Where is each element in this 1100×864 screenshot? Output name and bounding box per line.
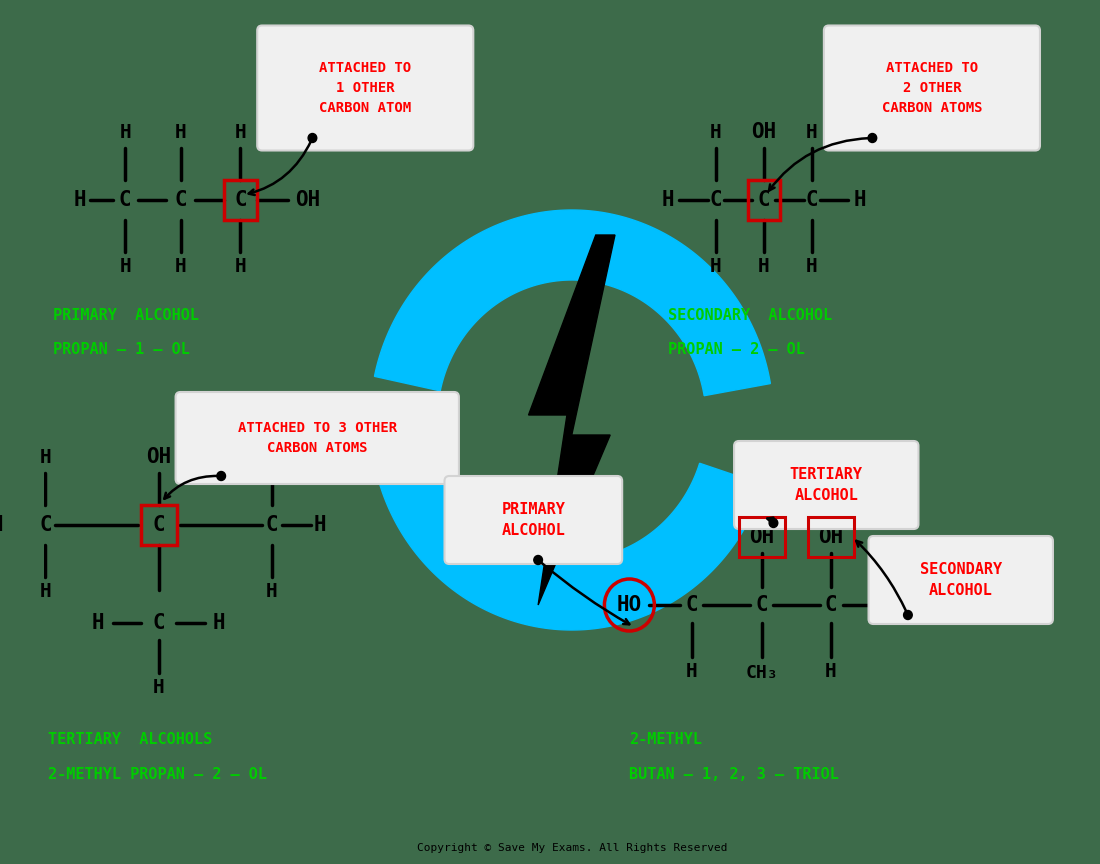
Text: C: C bbox=[685, 595, 698, 615]
Text: H: H bbox=[40, 448, 52, 467]
Text: C: C bbox=[234, 190, 246, 210]
Text: C: C bbox=[825, 595, 837, 615]
Text: TERTIARY
ALCOHOL: TERTIARY ALCOHOL bbox=[790, 467, 862, 503]
Text: H: H bbox=[234, 257, 246, 276]
Text: H: H bbox=[266, 448, 278, 467]
Polygon shape bbox=[374, 210, 770, 396]
Text: OH: OH bbox=[295, 190, 320, 210]
Bar bbox=[808, 517, 854, 557]
Text: C: C bbox=[266, 515, 278, 535]
Text: TERTIARY  ALCOHOLS: TERTIARY ALCOHOLS bbox=[48, 733, 212, 747]
Polygon shape bbox=[374, 449, 763, 630]
Polygon shape bbox=[528, 235, 615, 605]
Text: H: H bbox=[710, 124, 722, 143]
Circle shape bbox=[217, 472, 226, 480]
Text: H: H bbox=[710, 257, 722, 276]
Text: C: C bbox=[756, 595, 768, 615]
Text: SECONDARY
ALCOHOL: SECONDARY ALCOHOL bbox=[920, 562, 1002, 598]
Text: ATTACHED TO
1 OTHER
CARBON ATOM: ATTACHED TO 1 OTHER CARBON ATOM bbox=[319, 61, 411, 115]
Text: CH₃: CH₃ bbox=[895, 595, 931, 614]
Bar bbox=[224, 180, 256, 220]
Text: H: H bbox=[74, 190, 86, 210]
Text: C: C bbox=[758, 190, 770, 210]
Bar bbox=[748, 180, 780, 220]
Text: H: H bbox=[266, 582, 278, 601]
Text: PROPAN – 2 – OL: PROPAN – 2 – OL bbox=[668, 342, 805, 358]
Text: H: H bbox=[175, 124, 187, 143]
Text: H: H bbox=[806, 124, 817, 143]
Text: PRIMARY  ALCOHOL: PRIMARY ALCOHOL bbox=[53, 308, 199, 322]
Text: C: C bbox=[805, 190, 818, 210]
FancyBboxPatch shape bbox=[257, 26, 473, 150]
Text: H: H bbox=[119, 124, 131, 143]
FancyBboxPatch shape bbox=[734, 441, 918, 529]
Text: H: H bbox=[153, 678, 165, 697]
Text: CH₃: CH₃ bbox=[746, 664, 778, 682]
Text: H: H bbox=[806, 257, 817, 276]
Text: H: H bbox=[213, 613, 226, 633]
Circle shape bbox=[308, 134, 317, 143]
Text: H: H bbox=[234, 124, 246, 143]
Text: OH: OH bbox=[751, 122, 777, 142]
Text: 2-METHYL PROPAN – 2 – OL: 2-METHYL PROPAN – 2 – OL bbox=[48, 767, 267, 783]
Text: C: C bbox=[153, 613, 165, 633]
Text: PRIMARY
ALCOHOL: PRIMARY ALCOHOL bbox=[502, 502, 565, 538]
FancyBboxPatch shape bbox=[444, 476, 623, 564]
Text: H: H bbox=[40, 582, 52, 601]
Text: H: H bbox=[758, 257, 770, 276]
Text: H: H bbox=[854, 190, 866, 210]
FancyBboxPatch shape bbox=[176, 392, 459, 484]
Text: ATTACHED TO
2 OTHER
CARBON ATOMS: ATTACHED TO 2 OTHER CARBON ATOMS bbox=[882, 61, 982, 115]
Text: C: C bbox=[710, 190, 722, 210]
Text: H: H bbox=[686, 663, 697, 682]
FancyBboxPatch shape bbox=[869, 536, 1053, 624]
Text: H: H bbox=[119, 257, 131, 276]
Text: ATTACHED TO 3 OTHER
CARBON ATOMS: ATTACHED TO 3 OTHER CARBON ATOMS bbox=[238, 422, 397, 454]
Text: 2-METHYL: 2-METHYL bbox=[629, 733, 703, 747]
Text: OH: OH bbox=[749, 527, 774, 547]
Circle shape bbox=[903, 611, 912, 619]
Text: H: H bbox=[0, 515, 3, 535]
Circle shape bbox=[534, 556, 542, 564]
FancyBboxPatch shape bbox=[824, 26, 1040, 150]
Text: C: C bbox=[119, 190, 132, 210]
Text: H: H bbox=[661, 190, 674, 210]
Text: PROPAN – 1 – OL: PROPAN – 1 – OL bbox=[53, 342, 190, 358]
Text: H: H bbox=[175, 257, 187, 276]
Text: H: H bbox=[825, 663, 837, 682]
Text: C: C bbox=[153, 515, 165, 535]
Bar bbox=[739, 517, 785, 557]
Circle shape bbox=[868, 134, 877, 143]
Text: OH: OH bbox=[818, 527, 844, 547]
Bar bbox=[141, 505, 177, 545]
Text: H: H bbox=[314, 515, 327, 535]
Text: OH: OH bbox=[146, 447, 172, 467]
Text: SECONDARY  ALCOHOL: SECONDARY ALCOHOL bbox=[668, 308, 832, 322]
Text: HO: HO bbox=[617, 595, 642, 615]
Text: C: C bbox=[40, 515, 52, 535]
Text: Copyright © Save My Exams. All Rights Reserved: Copyright © Save My Exams. All Rights Re… bbox=[417, 843, 727, 853]
Circle shape bbox=[769, 518, 778, 528]
Text: C: C bbox=[175, 190, 187, 210]
Text: BUTAN – 1, 2, 3 – TRIOL: BUTAN – 1, 2, 3 – TRIOL bbox=[629, 767, 839, 783]
Text: H: H bbox=[92, 613, 104, 633]
